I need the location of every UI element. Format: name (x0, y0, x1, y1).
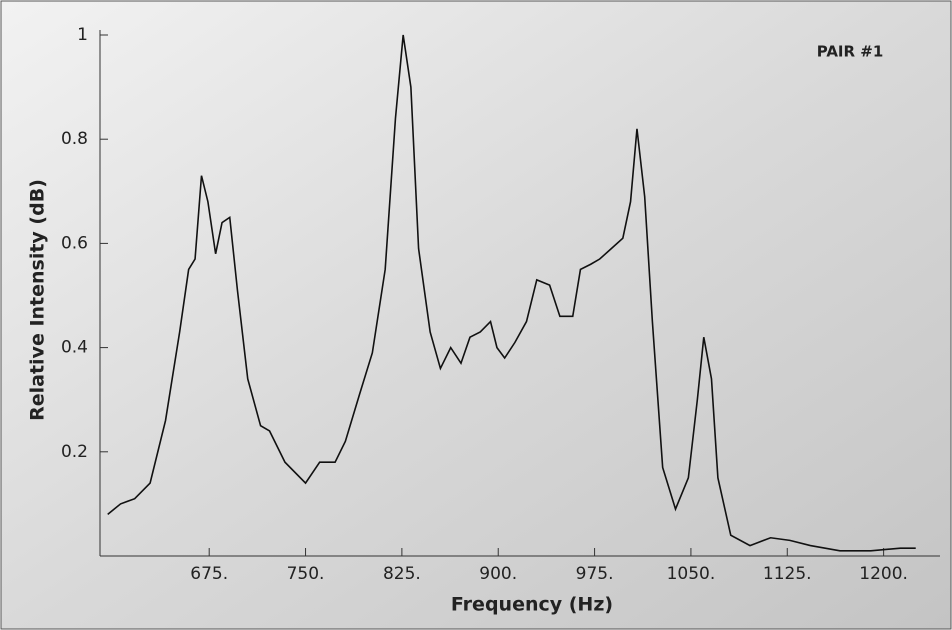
x-tick-label: 675. (190, 564, 228, 584)
y-tick-label: 0.2 (61, 442, 88, 462)
x-tick-label: 825. (383, 564, 421, 584)
y-axis-label: Relative Intensity (dB) (27, 179, 49, 421)
x-axis-label: Frequency (Hz) (451, 594, 613, 616)
x-tick-label: 750. (287, 564, 325, 584)
y-tick-label: 0.6 (61, 233, 88, 253)
x-tick-label: 1050. (667, 564, 716, 584)
x-tick-label: 1200. (859, 564, 908, 584)
x-tick-label: 1125. (763, 564, 812, 584)
y-tick-label: 0.4 (61, 338, 88, 358)
annotation: PAIR #1 (817, 43, 884, 61)
line (107, 34, 916, 552)
y-tick-label: 1 (77, 25, 88, 45)
y-tick-label: 0.8 (61, 129, 88, 149)
x-tick-label: 900. (479, 564, 517, 584)
x-tick-label: 975. (576, 564, 614, 584)
